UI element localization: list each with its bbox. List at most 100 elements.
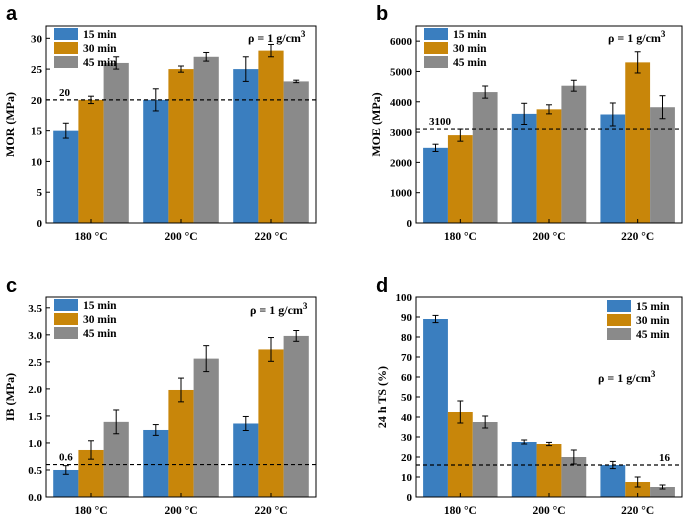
y-tick-label: 30	[31, 33, 43, 45]
bar-15min-2	[600, 465, 626, 497]
legend-label: 30 min	[453, 43, 487, 55]
legend: 15 min 30 min 45 min	[424, 28, 487, 69]
y-tick-label: 0.0	[28, 492, 42, 504]
panel-a: a 20 0 5 10 15 20 25 30 180 °C 200 °C 220 °C MOR (MP…	[3, 3, 317, 243]
density-annotation-base: ρ = 1 g/cm	[248, 31, 301, 45]
legend: 15 min 30 min 45 min	[54, 299, 117, 340]
legend-swatch	[607, 300, 631, 312]
density-annotation-sup: 3	[303, 301, 308, 311]
legend-label: 45 min	[83, 57, 117, 69]
legend-swatch	[607, 314, 631, 326]
density-annotation-sup: 3	[661, 29, 666, 39]
bar-15min-1	[511, 113, 537, 223]
y-tick-label: 60	[401, 372, 413, 384]
x-category-label: 180 °C	[444, 505, 477, 516]
y-tick-label: 5	[37, 187, 43, 199]
bar-30min-0	[447, 135, 473, 223]
legend-label: 15 min	[636, 301, 670, 313]
bar-15min-1	[143, 99, 169, 223]
y-tick-label: 4000	[390, 97, 413, 109]
legend-swatch	[54, 56, 78, 68]
bar-30min-2	[625, 62, 651, 223]
y-tick-label: 70	[401, 352, 413, 364]
y-axis-title: MOE (MPa)	[369, 92, 383, 156]
density-annotation-base: ρ = 1 g/cm	[598, 371, 651, 385]
bar-30min-2	[258, 50, 284, 223]
bar-15min-2	[600, 114, 626, 223]
bar-30min-1	[168, 389, 194, 497]
legend: 15 min 30 min 45 min	[607, 300, 670, 341]
reference-label: 3100	[429, 116, 452, 128]
density-annotation-sup: 3	[301, 29, 306, 39]
y-tick-label: 2.0	[28, 384, 42, 396]
bar-45min-1	[193, 56, 219, 223]
bar-30min-2	[258, 349, 284, 497]
density-annotation-sup: 3	[651, 369, 656, 379]
bar-30min-0	[447, 412, 473, 497]
legend-swatch	[54, 28, 78, 40]
bar-30min-1	[168, 69, 194, 223]
density-annotation-base: ρ = 1 g/cm	[250, 303, 303, 317]
legend-swatch	[54, 313, 78, 325]
legend-label: 15 min	[83, 29, 117, 41]
y-axis-title: 24 h TS (%)	[375, 366, 389, 428]
y-tick-label: 0	[407, 218, 413, 230]
y-axis-title: IB (MPa)	[3, 373, 17, 421]
reference-label: 20	[59, 87, 71, 99]
bar-45min-2	[283, 81, 309, 223]
bar-15min-0	[53, 130, 79, 223]
y-tick-label: 20	[401, 452, 413, 464]
y-tick-label: 2.5	[28, 357, 42, 369]
legend-swatch	[424, 28, 448, 40]
y-tick-label: 0.5	[28, 465, 42, 477]
bar-45min-1	[193, 358, 219, 497]
density-annotation-base: ρ = 1 g/cm	[608, 31, 661, 45]
density-annotation: ρ = 1 g/cm3	[248, 29, 306, 45]
legend-label: 45 min	[83, 328, 117, 340]
legend-label: 45 min	[636, 329, 670, 341]
y-tick-label: 40	[401, 412, 413, 424]
y-tick-label: 30	[401, 432, 413, 444]
panel-letter: c	[6, 275, 17, 297]
panel-letter: d	[376, 275, 388, 297]
x-category-label: 200 °C	[532, 231, 565, 243]
y-tick-label: 50	[401, 392, 413, 404]
x-category-label: 220 °C	[621, 231, 654, 243]
bar-15min-1	[511, 442, 537, 497]
bar-45min-2	[283, 335, 309, 497]
y-tick-label: 15	[31, 126, 43, 138]
y-tick-label: 90	[401, 312, 413, 324]
y-tick-label: 3000	[390, 127, 413, 139]
x-category-label: 200 °C	[164, 231, 197, 243]
y-tick-label: 0	[407, 492, 413, 504]
legend-label: 15 min	[453, 29, 487, 41]
legend-label: 15 min	[83, 300, 117, 312]
legend-swatch	[54, 42, 78, 54]
panel-letter: b	[376, 3, 388, 25]
y-tick-label: 25	[31, 64, 43, 76]
legend-label: 30 min	[83, 43, 117, 55]
panel-c: c 0.6 0.0 0.5 1.0 1.5 2.0 2.5 3.0 3.5 180 °C 200 °C…	[3, 275, 317, 516]
bar-30min-1	[536, 444, 562, 497]
bar-45min-0	[472, 92, 498, 223]
panel-b: b 3100 0 1000 2000 3000 4000 5000 6000 180 °C 200 …	[369, 3, 683, 243]
legend-label: 45 min	[453, 57, 487, 69]
bar-15min-0	[423, 319, 448, 497]
x-category-label: 180 °C	[74, 231, 107, 243]
y-tick-label: 1000	[390, 188, 413, 200]
x-category-label: 220 °C	[254, 505, 287, 516]
bar-45min-0	[472, 422, 498, 497]
y-tick-label: 3.0	[28, 330, 42, 342]
x-category-label: 180 °C	[74, 505, 107, 516]
y-tick-label: 0	[37, 218, 43, 230]
legend-label: 30 min	[83, 314, 117, 326]
legend-swatch	[424, 42, 448, 54]
bar-15min-0	[423, 147, 448, 223]
bar-30min-1	[536, 109, 562, 223]
bar-15min-2	[233, 69, 259, 223]
y-tick-label: 2000	[390, 157, 413, 169]
y-tick-label: 5000	[390, 66, 413, 78]
y-tick-label: 6000	[390, 36, 413, 48]
reference-label: 0.6	[59, 452, 73, 464]
